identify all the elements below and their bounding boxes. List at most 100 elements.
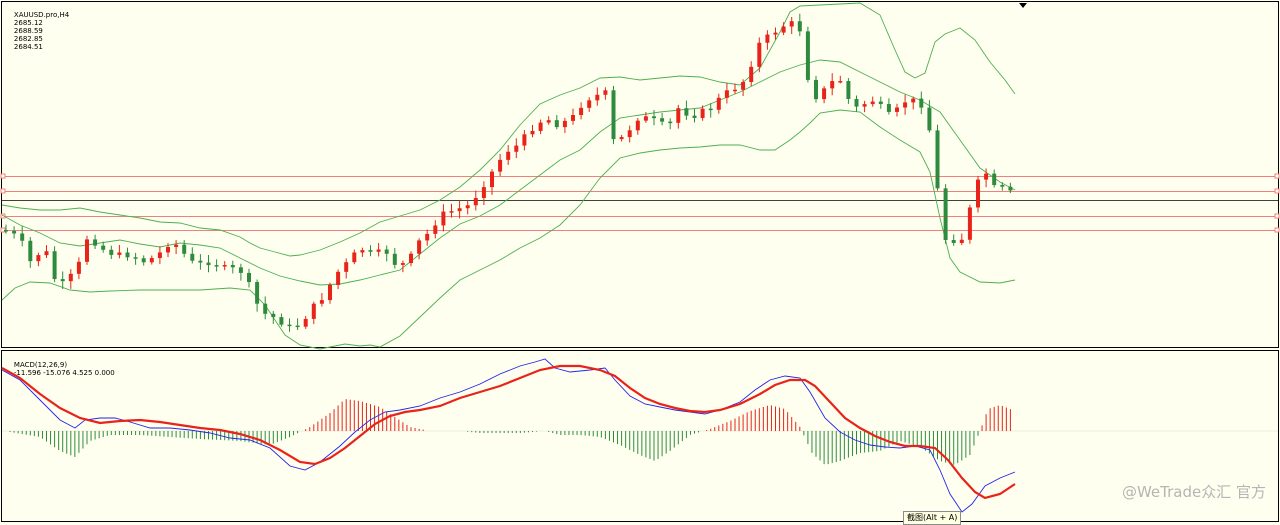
candle-body — [190, 253, 195, 261]
candle-body — [587, 100, 592, 108]
candle-body — [295, 325, 300, 328]
candle-body — [903, 102, 908, 108]
candle-body — [838, 81, 843, 83]
candle-body — [182, 244, 187, 254]
candle-body — [959, 239, 964, 243]
candle-body — [643, 116, 648, 121]
candle-body — [935, 130, 940, 189]
candle-body — [870, 101, 875, 105]
candle-body — [400, 263, 405, 265]
candle-body — [101, 245, 106, 250]
candle-body — [36, 255, 41, 262]
candle-body — [238, 267, 243, 273]
candle-body — [579, 107, 584, 116]
price-header: XAUUSD.pro,H4 2685.12 2688.59 2682.85 26… — [5, 3, 69, 59]
candle-body — [749, 66, 754, 83]
candle-body — [247, 272, 251, 283]
macd-header: MACD(12,26,9) -11.596 -15.076 4.525 0.00… — [5, 353, 115, 385]
candle-body — [60, 279, 65, 282]
candle-body — [376, 249, 381, 252]
macd-histogram — [9, 399, 1011, 465]
candle-body — [125, 252, 130, 258]
candle-body — [52, 251, 57, 280]
level-lines[interactable] — [0, 173, 1280, 233]
candle-body — [627, 130, 632, 138]
candle-body — [198, 260, 203, 263]
candle-body — [263, 303, 268, 314]
candle-body — [814, 79, 818, 100]
bollinger-upper — [1, 2, 1016, 257]
candle-body — [214, 265, 219, 267]
candle-body — [287, 324, 292, 327]
candle-body — [708, 108, 713, 111]
candle-body — [1000, 185, 1005, 187]
candle-body — [886, 104, 891, 112]
candle-body — [684, 108, 689, 116]
candle-body — [76, 261, 81, 274]
candle-body — [805, 31, 810, 80]
candle-body — [117, 252, 122, 255]
candle-body — [336, 271, 341, 285]
level-handle[interactable] — [0, 173, 6, 179]
candle-body — [830, 81, 835, 89]
candle-body — [546, 120, 551, 123]
candle-body — [676, 108, 681, 123]
level-handle[interactable] — [1274, 227, 1280, 233]
candle-body — [514, 145, 519, 152]
candle-body — [433, 225, 438, 234]
candle-body — [230, 265, 235, 268]
level-handle[interactable] — [1274, 173, 1280, 179]
candle-body — [384, 249, 389, 254]
candle-body — [303, 318, 308, 327]
candle-body — [506, 151, 511, 160]
candle-body — [822, 88, 827, 100]
candle-body — [166, 247, 170, 253]
candle-body — [352, 252, 357, 263]
level-handle[interactable] — [1274, 213, 1280, 219]
candle-body — [473, 198, 478, 206]
macd-name: MACD(12,26,9) — [13, 361, 68, 369]
macd-values: -11.596 -15.076 4.525 0.000 — [13, 369, 115, 377]
shift-marker-icon[interactable] — [1019, 3, 1027, 8]
candle-body — [992, 173, 997, 186]
candle-body — [562, 120, 567, 128]
level-handle[interactable] — [1274, 188, 1280, 194]
level-handle[interactable] — [0, 188, 6, 194]
candle-body — [20, 233, 25, 241]
candle-body — [522, 134, 527, 146]
candle-body — [93, 239, 98, 246]
candle-body — [716, 97, 721, 110]
candle-body — [700, 108, 705, 118]
candle-body — [360, 250, 365, 253]
close-value: 2684.51 — [13, 43, 43, 51]
bollinger-lower — [1, 109, 1016, 350]
candle-body — [862, 104, 867, 107]
candle-body — [741, 82, 746, 90]
candle-body — [498, 159, 503, 172]
candle-body — [692, 115, 697, 118]
candle-body — [328, 284, 332, 301]
candles-layer[interactable] — [4, 13, 1013, 332]
candle-body — [635, 120, 640, 131]
candle-body — [465, 205, 470, 209]
candle-body — [789, 21, 794, 27]
candle-body — [368, 250, 373, 252]
low-value: 2682.85 — [13, 35, 43, 43]
candle-body — [854, 98, 859, 107]
candle-body — [174, 244, 179, 248]
candle-body — [457, 208, 462, 212]
candle-body — [4, 230, 8, 232]
candle-body — [538, 122, 543, 131]
candle-body — [44, 251, 49, 256]
price-panel-frame — [1, 1, 1279, 348]
bollinger-middle — [1, 59, 1016, 286]
candle-body — [984, 173, 989, 180]
candle-body — [141, 258, 146, 263]
candle-body — [571, 115, 575, 121]
candle-body — [895, 107, 899, 112]
candle-body — [392, 253, 397, 265]
candle-body — [927, 107, 932, 131]
candle-body — [878, 101, 883, 105]
